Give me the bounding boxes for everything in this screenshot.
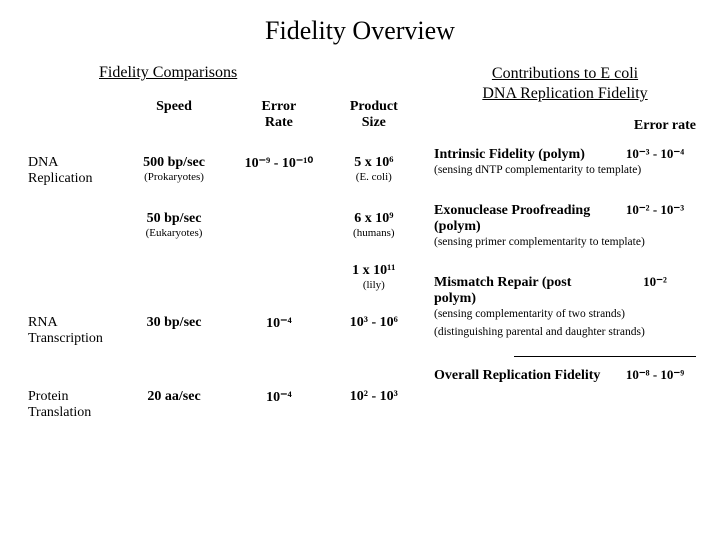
row-label: DNA <box>28 155 120 171</box>
cell-sub: (lily) <box>338 279 410 291</box>
table-row: Protein Translation 20 aa/sec 10⁻⁴ 10² -… <box>24 386 414 424</box>
table-row: DNA Replication 500 bp/sec (Prokaryotes)… <box>24 152 414 190</box>
contrib-item: Overall Replication Fidelity 10⁻⁸ - 10⁻⁹ <box>434 367 696 384</box>
cell-value: 5 x 10⁶ <box>338 155 410 171</box>
cell-value: 1 x 10¹¹ <box>338 263 410 279</box>
cell-sub: (E. coli) <box>338 171 410 183</box>
col-product: Product Size <box>334 96 414 134</box>
cell-value: 10⁻⁹ - 10⁻¹⁰ <box>228 155 330 172</box>
row-label: Protein <box>28 389 120 405</box>
mechanism-note: (sensing complementarity of two strands) <box>434 308 696 320</box>
mechanism-note: (sensing primer complementarity to templ… <box>434 236 696 248</box>
table-row: 50 bp/sec (Eukaryotes) 6 x 10⁹ (humans) <box>24 208 414 242</box>
mechanism-note: (distinguishing parental and daughter st… <box>434 326 696 338</box>
cell-value: 20 aa/sec <box>128 389 220 405</box>
divider-line <box>514 356 696 357</box>
table-row: RNA Transcription 30 bp/sec 10⁻⁴ 10³ - 1… <box>24 312 414 350</box>
row-label: RNA <box>28 315 120 331</box>
cell-value: 10⁻⁴ <box>228 389 330 406</box>
cell-sub: (humans) <box>338 227 410 239</box>
mechanism-note: (sensing dNTP complementarity to templat… <box>434 164 696 176</box>
cell-value: 10² - 10³ <box>338 389 410 405</box>
cell-value: 6 x 10⁹ <box>338 211 410 227</box>
row-label: Transcription <box>28 331 120 347</box>
rate-header: Error rate <box>434 118 696 134</box>
cell-value: 500 bp/sec <box>128 155 220 171</box>
row-label: Replication <box>28 171 120 187</box>
fidelity-table: Speed Error Rate Product Size DNA Replic… <box>24 96 414 424</box>
page-title: Fidelity Overview <box>24 16 696 46</box>
cell-value: 30 bp/sec <box>128 315 220 331</box>
cell-sub: (Eukaryotes) <box>128 227 220 239</box>
col-error: Error Rate <box>224 96 334 134</box>
rate-value: 10⁻² - 10⁻³ <box>614 202 696 218</box>
left-panel: Fidelity Comparisons Speed Error Rate Pr… <box>24 64 414 424</box>
mechanism-label: Exonuclease Proofreading (polym) <box>434 203 614 235</box>
right-heading: Contributions to E coli DNA Replication … <box>434 64 696 104</box>
cell-value: 50 bp/sec <box>128 211 220 227</box>
cell-value: 10⁻⁴ <box>228 315 330 332</box>
contrib-item: Exonuclease Proofreading (polym) 10⁻² - … <box>434 202 696 248</box>
mechanism-label: Mismatch Repair (post polym) <box>434 275 614 307</box>
contrib-item: Intrinsic Fidelity (polym) 10⁻³ - 10⁻⁴ (… <box>434 146 696 176</box>
col-speed: Speed <box>124 96 224 134</box>
rate-value: 10⁻³ - 10⁻⁴ <box>614 146 696 162</box>
cell-sub: (Prokaryotes) <box>128 171 220 183</box>
mechanism-label: Intrinsic Fidelity (polym) <box>434 147 614 163</box>
table-row: 1 x 10¹¹ (lily) <box>24 260 414 294</box>
mechanism-label: Overall Replication Fidelity <box>434 368 614 384</box>
right-panel: Contributions to E coli DNA Replication … <box>434 64 696 424</box>
content-columns: Fidelity Comparisons Speed Error Rate Pr… <box>24 64 696 424</box>
rate-value: 10⁻⁸ - 10⁻⁹ <box>614 367 696 383</box>
cell-value: 10³ - 10⁶ <box>338 315 410 331</box>
row-label: Translation <box>28 405 120 421</box>
contrib-item: Mismatch Repair (post polym) 10⁻² (sensi… <box>434 274 696 338</box>
left-heading: Fidelity Comparisons <box>99 64 414 82</box>
rate-value: 10⁻² <box>614 274 696 290</box>
